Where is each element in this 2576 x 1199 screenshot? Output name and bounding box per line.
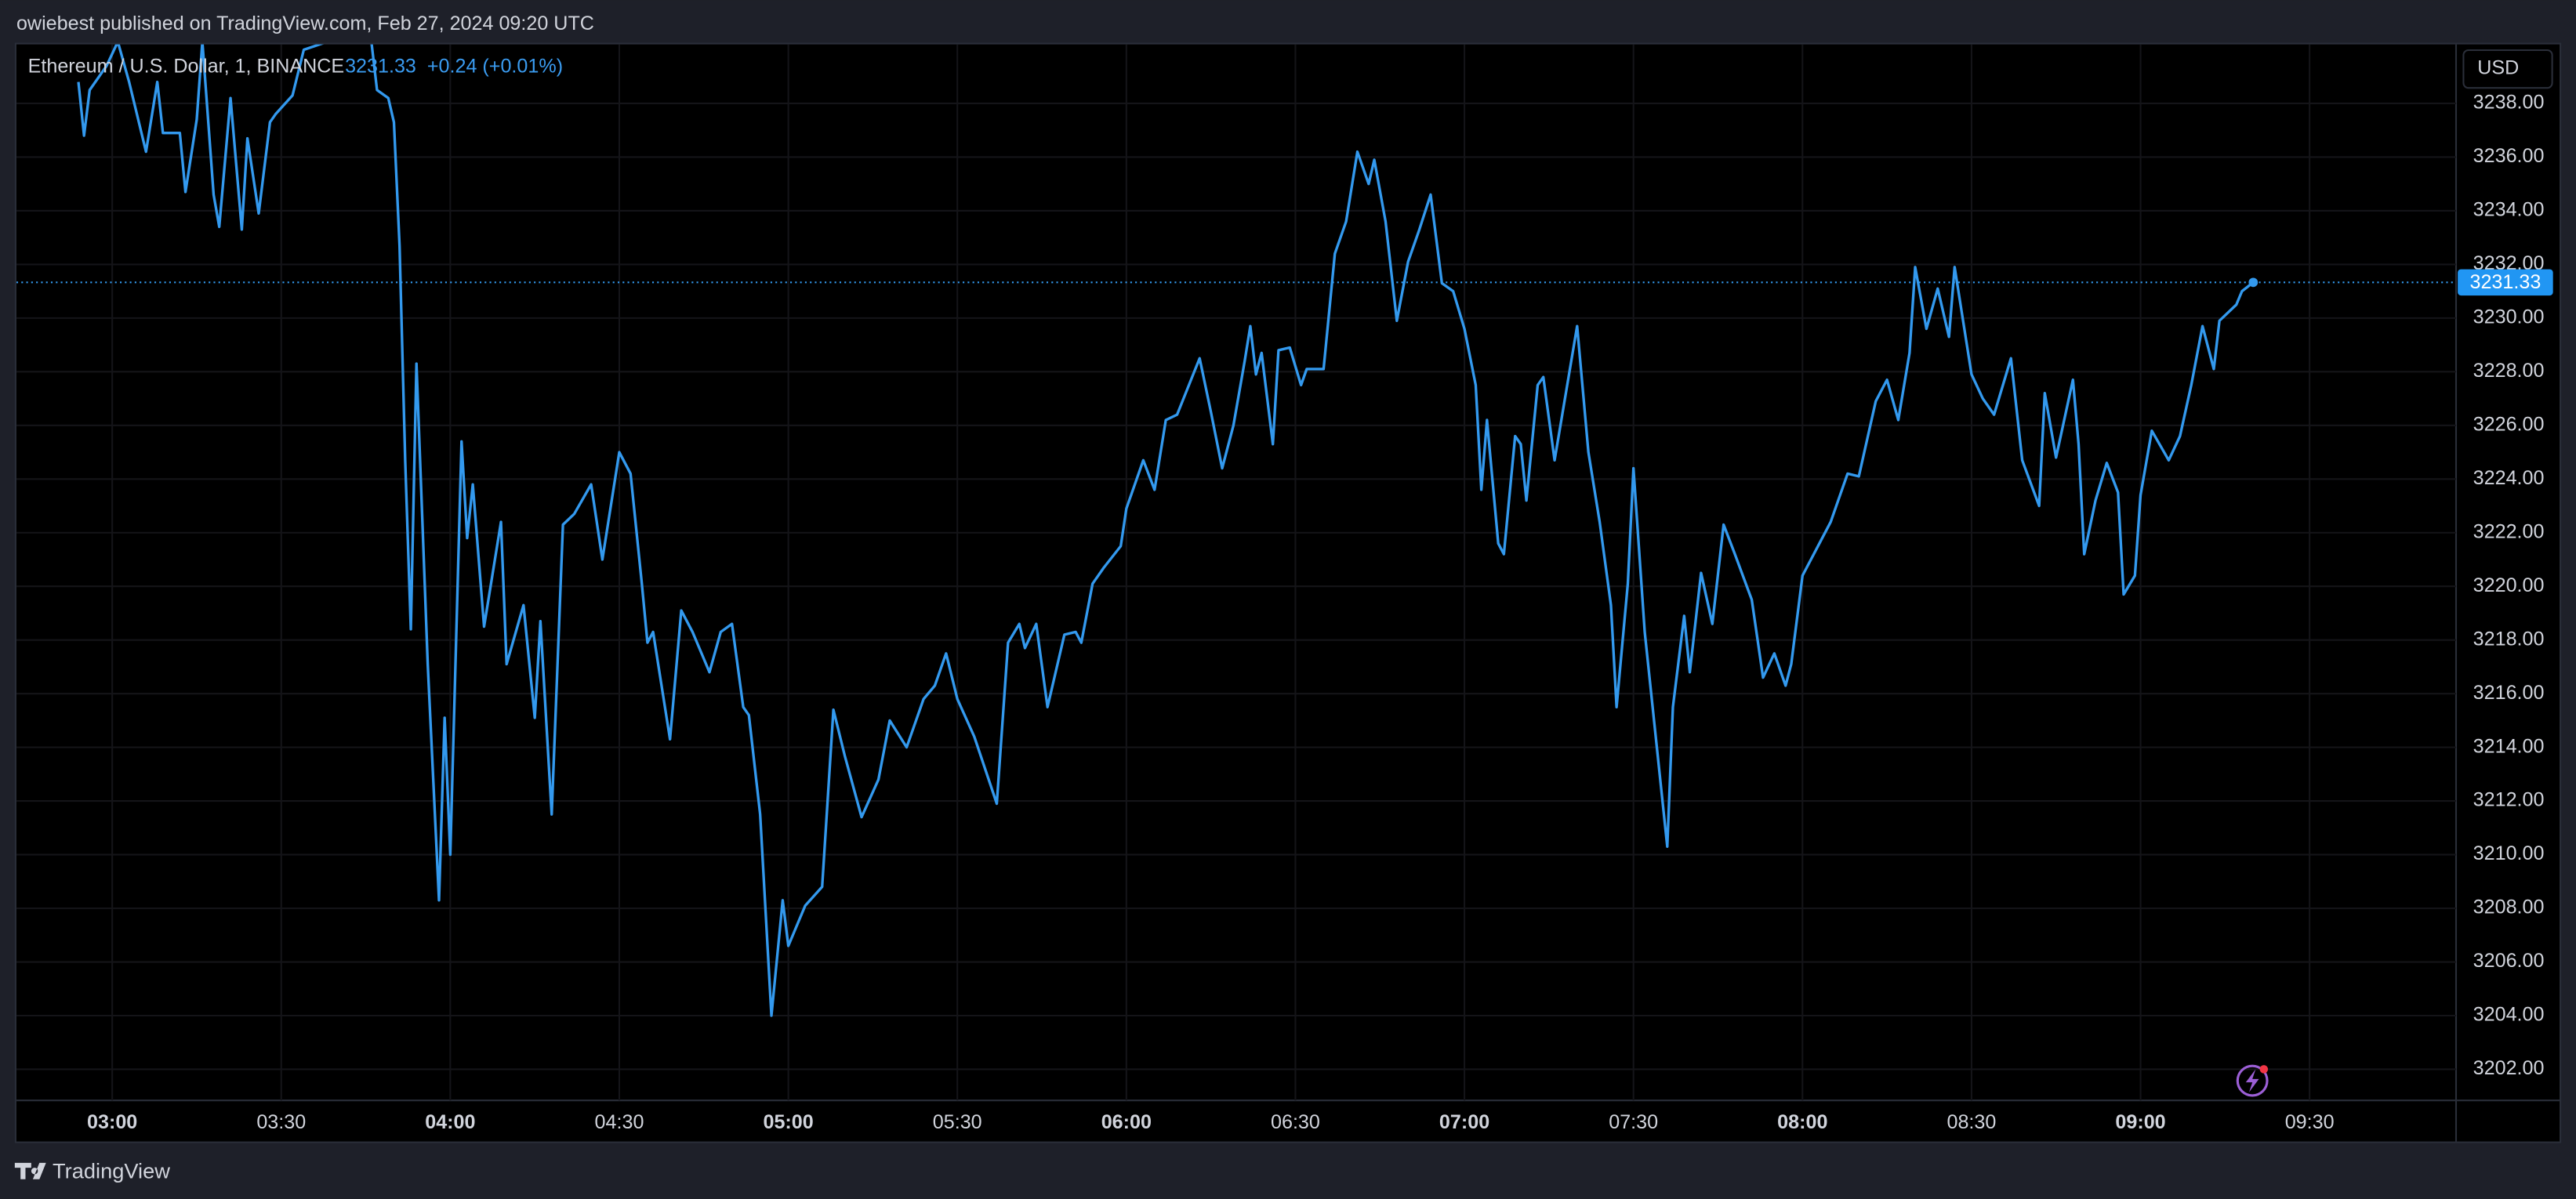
publisher-line: owiebest published on TradingView.com, F…	[16, 13, 594, 34]
y-tick-label: 3218.00	[2473, 628, 2545, 650]
x-tick-label: 05:00	[763, 1111, 813, 1133]
last-point	[2248, 277, 2259, 288]
y-tick-label: 3214.00	[2473, 735, 2545, 757]
price-line	[77, 44, 2255, 1017]
y-tick-label: 3206.00	[2473, 950, 2545, 972]
y-tick-label: 3234.00	[2473, 199, 2545, 221]
y-tick-label: 3222.00	[2473, 520, 2545, 542]
x-tick-label: 09:00	[2115, 1111, 2165, 1133]
x-tick-label: 08:30	[1947, 1111, 1996, 1133]
x-tick-label: 09:30	[2285, 1111, 2335, 1133]
brand-logo[interactable]	[14, 1162, 46, 1179]
lightning-icon[interactable]	[2236, 1064, 2269, 1097]
y-tick-label: 3238.00	[2473, 92, 2545, 114]
currency-button[interactable]	[2462, 49, 2553, 89]
y-tick-label: 3212.00	[2473, 789, 2545, 811]
x-tick-label: 03:00	[87, 1111, 137, 1133]
y-tick-label: 3230.00	[2473, 306, 2545, 328]
chart-frame	[14, 42, 2562, 1143]
y-tick-label: 3228.00	[2473, 360, 2545, 382]
y-tick-label: 3220.00	[2473, 574, 2545, 596]
y-tick-label: 3224.00	[2473, 467, 2545, 489]
last-price-badge	[2458, 269, 2553, 296]
currency-label[interactable]: USD	[2477, 57, 2519, 79]
y-tick-label: 3208.00	[2473, 897, 2545, 918]
price-change: +0.24 (+0.01%)	[427, 56, 563, 78]
brand-name[interactable]: TradingView	[53, 1159, 170, 1183]
grid	[16, 44, 2457, 1101]
last-price: 3231.33	[345, 56, 416, 78]
x-tick-label: 04:30	[595, 1111, 644, 1133]
x-tick-label: 07:30	[1609, 1111, 1658, 1133]
axes: 3202.00 3204.00 3206.00 3208.00 3210.00 3212.…	[87, 92, 2553, 1133]
y-tick-label: 3226.00	[2473, 413, 2545, 435]
x-tick-label: 06:30	[1271, 1111, 1320, 1133]
y-tick-label: 3236.00	[2473, 145, 2545, 167]
y-tick-label: 3216.00	[2473, 682, 2545, 704]
last-price-badge-label: 3231.33	[2469, 271, 2541, 293]
series-layer	[16, 44, 2457, 1017]
x-tick-label: 08:00	[1777, 1111, 1827, 1133]
y-tick-label: 3204.00	[2473, 1004, 2545, 1026]
y-tick-label: 3202.00	[2473, 1057, 2545, 1079]
x-tick-label: 03:30	[256, 1111, 306, 1133]
x-tick-label: 07:00	[1439, 1111, 1489, 1133]
x-tick-label: 05:30	[933, 1111, 982, 1133]
chart-title: Ethereum / U.S. Dollar, 1, BINANCE	[28, 56, 345, 78]
y-tick-label: 3210.00	[2473, 842, 2545, 864]
x-tick-label: 06:00	[1101, 1111, 1152, 1133]
x-tick-label: 04:00	[425, 1111, 475, 1133]
